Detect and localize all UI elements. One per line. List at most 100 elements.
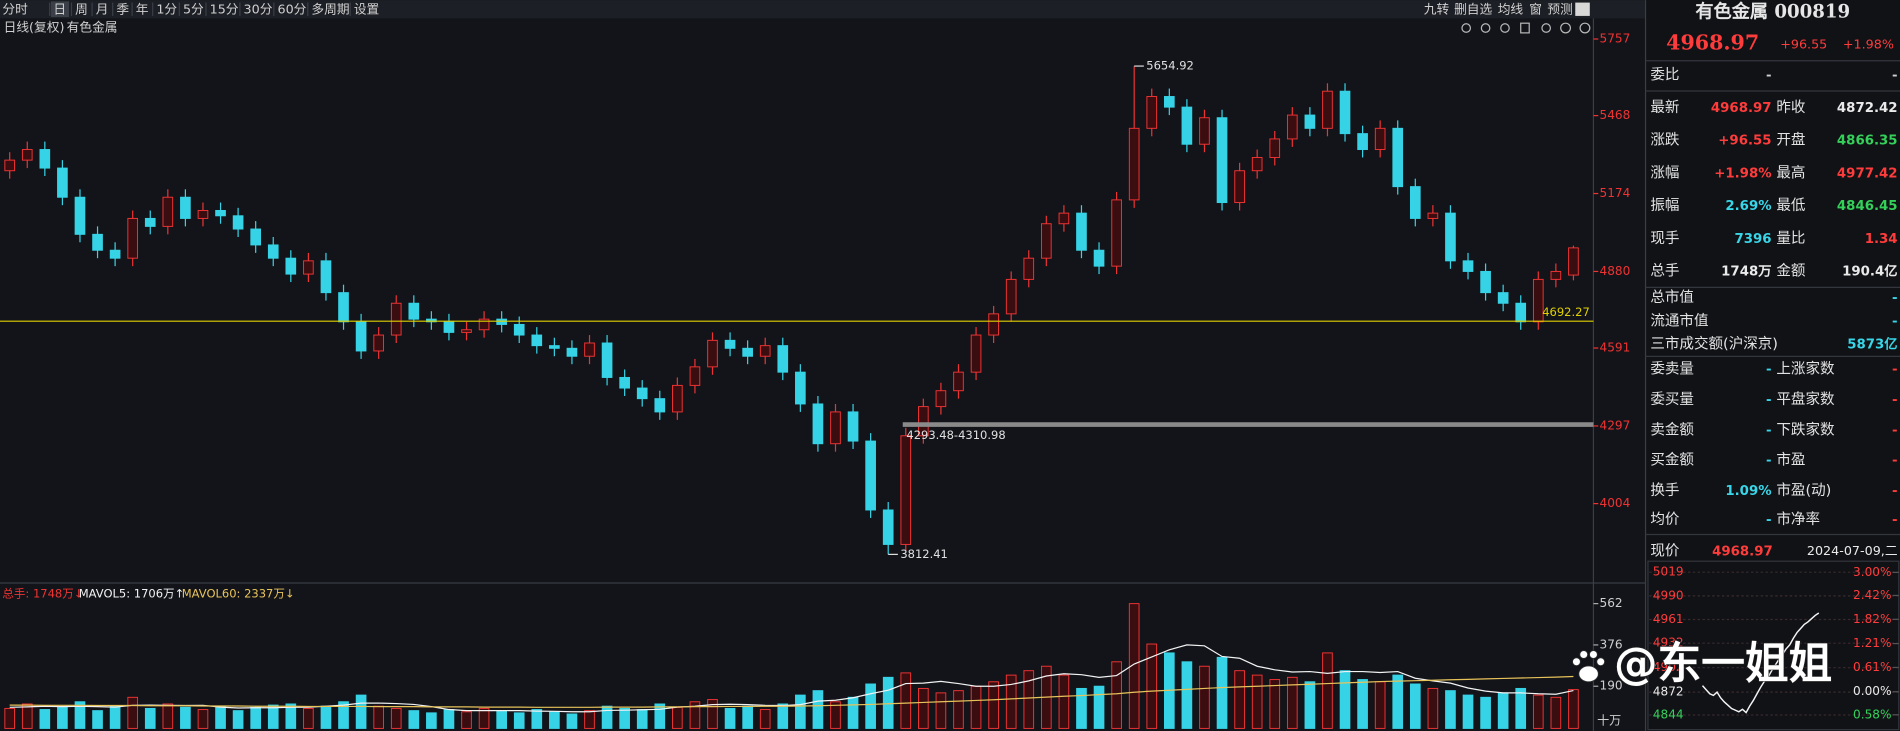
candle-body xyxy=(127,217,139,259)
volume-bar xyxy=(1445,690,1456,729)
toolbar-tool[interactable]: 删自选 xyxy=(1454,1,1492,16)
volume-bar xyxy=(144,707,156,729)
legend-entry: MAVOL5: 1706万↑ xyxy=(79,586,184,600)
candle-body xyxy=(654,398,666,413)
toolbar-tab[interactable]: 60分 xyxy=(277,1,306,16)
mini-tick-label: 4961 xyxy=(1653,612,1684,626)
candle-body xyxy=(935,390,947,408)
icon[interactable] xyxy=(1461,23,1472,33)
toolbar-tool[interactable]: 窗 xyxy=(1529,1,1542,16)
volume-bar xyxy=(478,707,490,729)
toolbar-tab[interactable]: 年 xyxy=(136,1,149,16)
volume-bar xyxy=(180,706,191,729)
candle-body xyxy=(1269,138,1281,158)
volume-bar xyxy=(1111,661,1122,729)
volume-bar xyxy=(1286,676,1298,729)
mini-tick-label: 4932 xyxy=(1653,636,1684,650)
candle-body xyxy=(1357,133,1368,151)
toolbar-tab[interactable]: 15分 xyxy=(210,1,239,16)
quote-label: 量比 xyxy=(1776,230,1805,247)
toolbar-tab[interactable]: 5分 xyxy=(183,1,204,16)
volume-bar xyxy=(953,690,964,729)
order-label: 市净率 xyxy=(1776,511,1820,528)
volume-bar xyxy=(1480,696,1491,729)
candle-body xyxy=(57,167,68,198)
candle-body xyxy=(531,334,543,347)
volume-bar xyxy=(830,701,841,729)
icon[interactable] xyxy=(1560,22,1572,34)
toolbar-tab[interactable]: 30分 xyxy=(244,1,273,16)
mini-y2-tick-label: 3.00% xyxy=(1853,565,1891,579)
volume-bar xyxy=(1392,674,1404,729)
volume-bar xyxy=(1550,696,1562,729)
paw-toe xyxy=(1572,657,1581,667)
volume-bar xyxy=(39,709,51,729)
toolbar-tab[interactable]: 设置 xyxy=(354,1,380,16)
order-label: 卖金额 xyxy=(1650,421,1694,438)
candle-body xyxy=(724,339,736,349)
candle-body xyxy=(250,228,262,246)
candle-body xyxy=(513,323,525,336)
toolbar-tab[interactable]: 多周期 xyxy=(311,1,349,16)
toolbar-tab[interactable]: 月 xyxy=(96,1,109,16)
icon[interactable] xyxy=(1500,23,1510,33)
candle-body xyxy=(92,233,103,251)
support-line-label: 4692.27 xyxy=(1542,305,1590,319)
toolbar-tab[interactable]: 1分 xyxy=(156,1,177,16)
candle-body xyxy=(215,210,226,217)
icon[interactable] xyxy=(1541,23,1552,33)
toolbar-tool[interactable]: 均线 xyxy=(1498,1,1524,16)
candle-body xyxy=(443,321,455,333)
volume-title: 总手: 1748万↓ xyxy=(2,586,83,600)
market-label: 三市成交额(沪深京) xyxy=(1650,334,1778,352)
order-label: 上涨家数 xyxy=(1776,361,1835,378)
candle-body xyxy=(461,329,472,333)
candle-body xyxy=(408,302,420,320)
volume-tick-label: 376 xyxy=(1599,637,1622,651)
toolbar-tool[interactable]: 九转 xyxy=(1424,1,1450,16)
candle-body xyxy=(1374,127,1386,151)
toolbar-bg xyxy=(0,0,1646,19)
volume-bar xyxy=(1269,679,1281,729)
extreme-label: 5654.92 xyxy=(1146,59,1194,73)
candle-body xyxy=(1199,117,1210,145)
icon[interactable] xyxy=(1520,22,1530,34)
candle-body xyxy=(320,260,332,294)
icon[interactable] xyxy=(1579,22,1591,34)
order-value: - xyxy=(1892,393,1898,408)
icon[interactable] xyxy=(1575,2,1590,16)
candle-body xyxy=(338,292,349,323)
quote-value: 1748万 xyxy=(1721,264,1771,280)
order-value: - xyxy=(1766,513,1772,528)
candle-body xyxy=(373,334,384,352)
toolbar-tool[interactable]: 预测 xyxy=(1547,1,1572,16)
toolbar-tab[interactable]: 分时 xyxy=(2,1,28,16)
intraday-line xyxy=(1701,612,1820,714)
candle-body xyxy=(1339,90,1351,135)
candle-body xyxy=(1462,260,1474,272)
volume-bar xyxy=(742,705,753,729)
toolbar-tab[interactable]: 季 xyxy=(116,1,129,16)
volume-bar xyxy=(1216,656,1228,729)
paw-pad xyxy=(1578,665,1599,683)
volume-bar xyxy=(1462,694,1474,729)
volume-bar xyxy=(531,709,543,729)
volume-bar xyxy=(285,703,297,729)
candle-body xyxy=(74,196,86,235)
volume-bar xyxy=(549,711,560,729)
volume-tick-label: 562 xyxy=(1599,596,1622,610)
mini-tick-label: 4844 xyxy=(1653,708,1684,722)
toolbar-tab[interactable]: 周 xyxy=(75,1,88,16)
order-label: 委买量 xyxy=(1650,391,1694,408)
candle-body xyxy=(1216,117,1228,204)
candle-body xyxy=(1041,223,1052,259)
icon[interactable] xyxy=(1480,23,1491,33)
volume-bar xyxy=(1304,681,1316,729)
candle-body xyxy=(1023,257,1035,280)
quote-value: - xyxy=(1766,68,1772,83)
toolbar-tab[interactable]: 日 xyxy=(53,1,66,16)
volume-bar xyxy=(795,694,806,729)
quote-title: 有色金属 000819 xyxy=(1695,0,1850,22)
price-tick-label: 5174 xyxy=(1599,186,1630,200)
volume-bar xyxy=(267,704,279,729)
